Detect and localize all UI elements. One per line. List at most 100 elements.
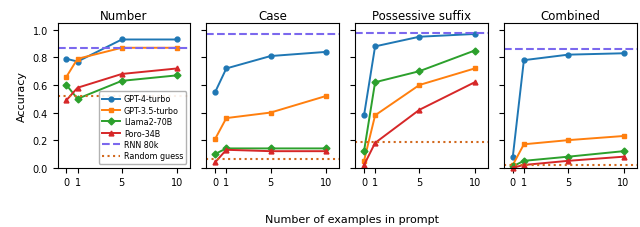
Line: GPT-3.5-turbo: GPT-3.5-turbo [362, 67, 477, 163]
Random guess [74, 95, 81, 98]
RNN 80k [74, 47, 81, 50]
Title: Possessive suffix: Possessive suffix [372, 10, 471, 23]
Llama2-70B [211, 153, 219, 156]
GPT-3.5-turbo [322, 95, 330, 98]
GPT-3.5-turbo [564, 139, 572, 142]
Poro-34B [322, 150, 330, 153]
Random guess [520, 164, 528, 167]
GPT-4-turbo [471, 33, 479, 36]
RNN 80k [211, 33, 219, 36]
Poro-34B [371, 142, 379, 145]
RNN 80k [223, 33, 230, 36]
GPT-3.5-turbo [620, 135, 627, 138]
GPT-3.5-turbo [360, 160, 368, 163]
Llama2-70B [620, 150, 627, 153]
Line: GPT-3.5-turbo: GPT-3.5-turbo [510, 134, 626, 168]
GPT-3.5-turbo [63, 76, 70, 79]
Random guess [223, 158, 230, 160]
RNN 80k [509, 49, 516, 51]
GPT-4-turbo [322, 51, 330, 54]
RNN 80k [371, 32, 379, 35]
Poro-34B [471, 81, 479, 84]
Poro-34B [564, 160, 572, 163]
GPT-3.5-turbo [520, 143, 528, 146]
Llama2-70B [267, 147, 275, 150]
Poro-34B [118, 73, 125, 76]
Poro-34B [415, 109, 423, 112]
Llama2-70B [471, 50, 479, 53]
Poro-34B [223, 149, 230, 151]
Llama2-70B [63, 84, 70, 87]
Poro-34B [360, 164, 368, 167]
Llama2-70B [509, 165, 516, 168]
Title: Number: Number [100, 10, 148, 23]
Title: Case: Case [259, 10, 287, 23]
Poro-34B [211, 161, 219, 164]
Text: Number of examples in prompt: Number of examples in prompt [265, 215, 439, 225]
GPT-3.5-turbo [471, 68, 479, 71]
GPT-4-turbo [520, 59, 528, 62]
RNN 80k [520, 49, 528, 51]
Random guess [211, 158, 219, 160]
Llama2-70B [371, 81, 379, 84]
Title: Combined: Combined [540, 10, 600, 23]
GPT-3.5-turbo [211, 138, 219, 141]
Line: Poro-34B: Poro-34B [213, 148, 328, 165]
GPT-4-turbo [564, 54, 572, 57]
GPT-4-turbo [620, 53, 627, 55]
Llama2-70B [173, 75, 181, 77]
RNN 80k [63, 47, 70, 50]
GPT-4-turbo [360, 114, 368, 117]
Llama2-70B [360, 150, 368, 153]
Legend: GPT-4-turbo, GPT-3.5-turbo, Llama2-70B, Poro-34B, RNN 80k, Random guess: GPT-4-turbo, GPT-3.5-turbo, Llama2-70B, … [99, 92, 186, 164]
Line: Llama2-70B: Llama2-70B [213, 146, 328, 157]
GPT-3.5-turbo [223, 117, 230, 120]
GPT-4-turbo [173, 39, 181, 42]
Llama2-70B [520, 160, 528, 163]
GPT-3.5-turbo [118, 47, 125, 50]
GPT-4-turbo [211, 91, 219, 94]
GPT-4-turbo [415, 36, 423, 39]
Line: Poro-34B: Poro-34B [362, 80, 477, 168]
Random guess [509, 164, 516, 167]
GPT-3.5-turbo [267, 112, 275, 114]
Random guess [63, 95, 70, 98]
Llama2-70B [74, 98, 81, 101]
Poro-34B [173, 68, 181, 71]
Poro-34B [620, 156, 627, 158]
Llama2-70B [223, 147, 230, 150]
Line: GPT-4-turbo: GPT-4-turbo [213, 50, 328, 95]
RNN 80k [360, 32, 368, 35]
Llama2-70B [415, 71, 423, 73]
GPT-4-turbo [74, 61, 81, 64]
Random guess [360, 141, 368, 143]
GPT-3.5-turbo [173, 47, 181, 50]
GPT-4-turbo [223, 68, 230, 71]
Poro-34B [267, 150, 275, 153]
GPT-4-turbo [63, 58, 70, 61]
Line: GPT-3.5-turbo: GPT-3.5-turbo [213, 94, 328, 142]
GPT-4-turbo [371, 46, 379, 49]
Llama2-70B [118, 80, 125, 83]
Line: GPT-4-turbo: GPT-4-turbo [64, 38, 180, 65]
Llama2-70B [564, 156, 572, 158]
GPT-3.5-turbo [509, 164, 516, 167]
Line: GPT-3.5-turbo: GPT-3.5-turbo [64, 46, 180, 80]
GPT-3.5-turbo [415, 84, 423, 87]
GPT-4-turbo [267, 55, 275, 58]
Poro-34B [520, 164, 528, 167]
Line: Llama2-70B: Llama2-70B [510, 149, 626, 169]
GPT-4-turbo [118, 39, 125, 42]
Y-axis label: Accuracy: Accuracy [17, 71, 27, 121]
Random guess [371, 141, 379, 143]
GPT-3.5-turbo [371, 114, 379, 117]
Line: GPT-4-turbo: GPT-4-turbo [510, 52, 626, 159]
GPT-4-turbo [509, 156, 516, 158]
Line: Poro-34B: Poro-34B [64, 67, 180, 103]
Poro-34B [74, 87, 81, 90]
GPT-3.5-turbo [74, 58, 81, 61]
Line: Llama2-70B: Llama2-70B [64, 74, 180, 102]
Line: Poro-34B: Poro-34B [510, 155, 626, 170]
Llama2-70B [322, 147, 330, 150]
Poro-34B [63, 99, 70, 102]
